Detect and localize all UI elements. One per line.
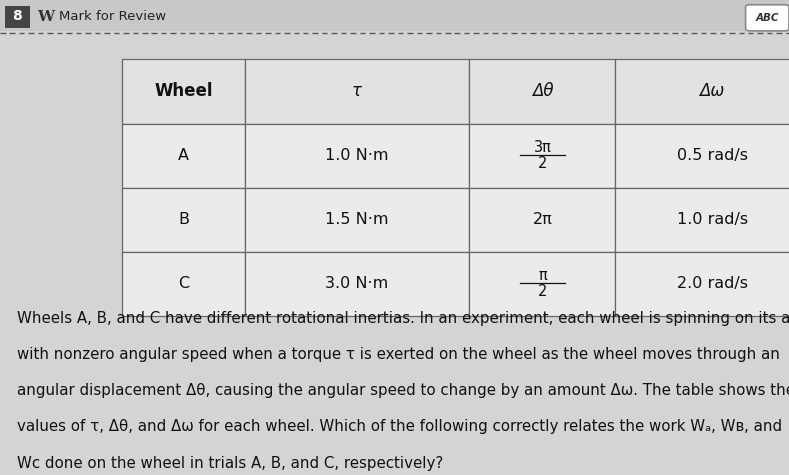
- Bar: [122, 59, 245, 124]
- Text: values of τ, Δθ, and Δω for each wheel. Which of the following correctly relates: values of τ, Δθ, and Δω for each wheel. …: [17, 419, 783, 435]
- Bar: [615, 252, 789, 316]
- Bar: [615, 59, 789, 124]
- Text: Wheel: Wheel: [154, 83, 213, 100]
- Bar: [0, 0, 789, 31]
- Bar: [245, 252, 469, 316]
- Bar: [615, 188, 789, 252]
- Text: A: A: [178, 148, 189, 163]
- Bar: [469, 59, 615, 124]
- FancyBboxPatch shape: [746, 5, 789, 31]
- Text: Wheels A, B, and C have different rotational inertias. In an experiment, each wh: Wheels A, B, and C have different rotati…: [17, 311, 789, 326]
- Text: 3π: 3π: [533, 140, 552, 154]
- Text: 1.5 N·m: 1.5 N·m: [325, 212, 389, 227]
- Bar: [469, 188, 615, 252]
- Text: 2π: 2π: [533, 212, 552, 227]
- Text: 0.5 rad/s: 0.5 rad/s: [677, 148, 747, 163]
- Text: W: W: [37, 10, 54, 24]
- Bar: [615, 124, 789, 188]
- Text: 2: 2: [538, 284, 547, 299]
- Bar: [122, 252, 245, 316]
- Bar: [469, 252, 615, 316]
- Bar: [245, 59, 469, 124]
- Text: 1.0 N·m: 1.0 N·m: [325, 148, 389, 163]
- Text: π: π: [538, 268, 547, 283]
- Text: Mark for Review: Mark for Review: [59, 10, 166, 23]
- Text: 2: 2: [538, 156, 547, 171]
- Bar: [245, 188, 469, 252]
- Text: τ: τ: [352, 83, 362, 100]
- Text: 8: 8: [13, 10, 22, 23]
- Text: 1.0 rad/s: 1.0 rad/s: [676, 212, 748, 227]
- Text: C: C: [178, 276, 189, 291]
- Bar: [469, 124, 615, 188]
- Bar: [245, 124, 469, 188]
- Text: 3.0 N·m: 3.0 N·m: [325, 276, 389, 291]
- Text: Δω: Δω: [699, 83, 725, 100]
- Bar: [5, 6, 30, 28]
- Text: angular displacement Δθ, causing the angular speed to change by an amount Δω. Th: angular displacement Δθ, causing the ang…: [17, 383, 789, 399]
- Text: with nonzero angular speed when a torque τ is exerted on the wheel as the wheel : with nonzero angular speed when a torque…: [17, 347, 780, 362]
- Text: Δθ: Δθ: [532, 83, 553, 100]
- Text: ABC: ABC: [756, 13, 779, 23]
- Bar: [122, 188, 245, 252]
- Bar: [122, 124, 245, 188]
- Text: 2.0 rad/s: 2.0 rad/s: [677, 276, 747, 291]
- Text: B: B: [178, 212, 189, 227]
- Text: Wᴄ done on the wheel in trials A, B, and C, respectively?: Wᴄ done on the wheel in trials A, B, and…: [17, 456, 443, 471]
